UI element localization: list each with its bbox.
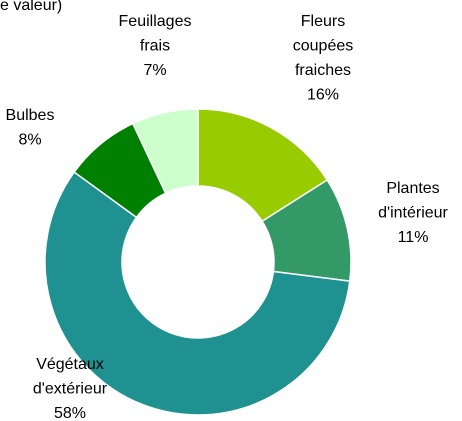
chart-title: e valeur): [0, 0, 62, 14]
donut-slice: [44, 171, 351, 416]
value-label: 11%: [398, 229, 429, 246]
value-label: 16%: [307, 87, 339, 104]
slice-label: frais: [140, 38, 170, 55]
slice-label: Fleurs: [301, 13, 345, 30]
slice-label: Bulbes: [6, 107, 55, 124]
value-label: 58%: [54, 405, 86, 421]
slice-label: fraiches: [295, 62, 351, 79]
value-label: 7%: [143, 62, 166, 79]
slice-label: d'intérieur: [378, 205, 448, 222]
slice-label: d'extérieur: [33, 381, 108, 398]
slice-label: Végétaux: [36, 356, 104, 373]
slice-label: Feuillages: [119, 13, 192, 30]
value-label: 8%: [18, 132, 41, 149]
slice-label: coupées: [293, 38, 354, 55]
donut-slice: [131, 108, 199, 195]
slice-label: Plantes: [386, 180, 439, 197]
